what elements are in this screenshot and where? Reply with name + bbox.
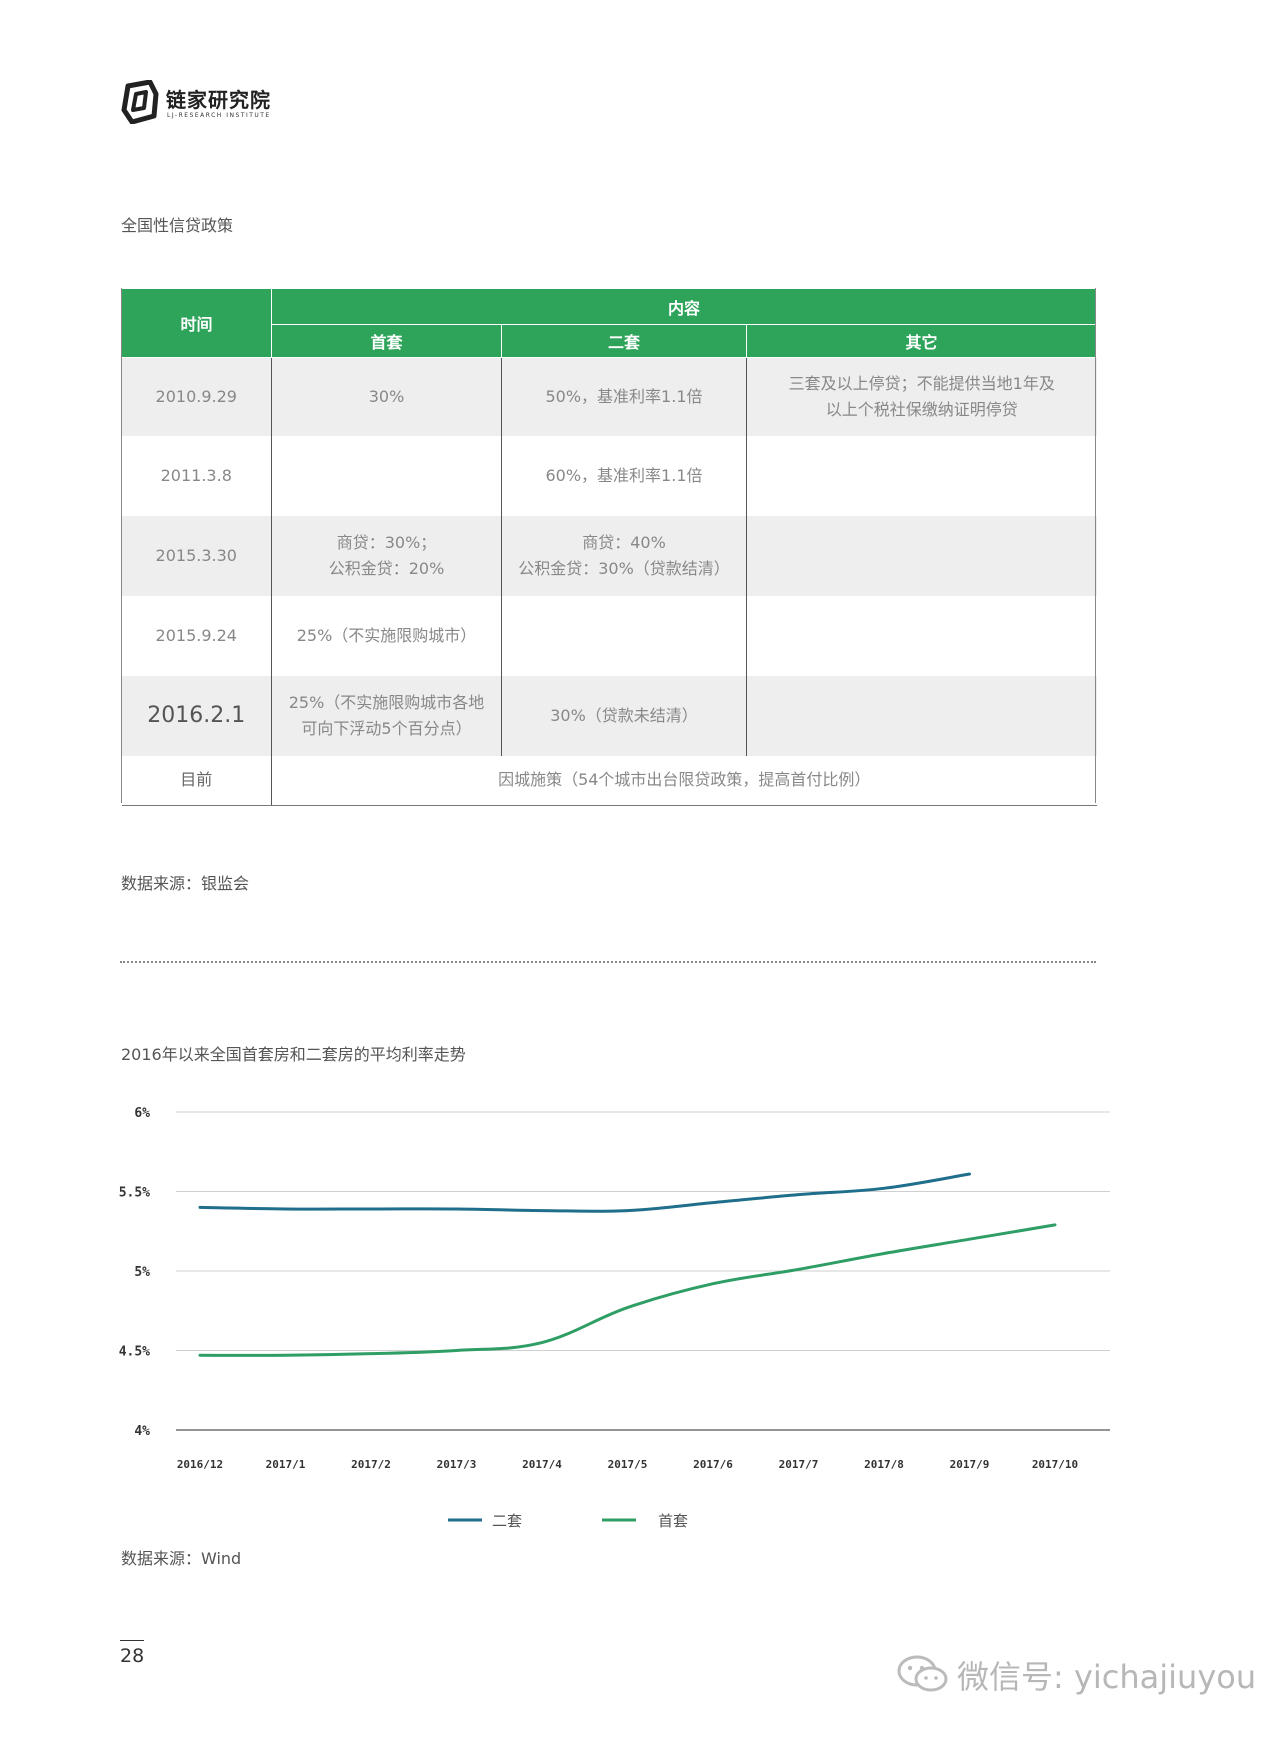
- cell-date-line: 2015.9.24: [155, 625, 237, 645]
- cell-current-policy: 因城施策（54个城市出台限贷政策，提高首付比例）: [270, 755, 1097, 806]
- table-row: 2015.3.30 商贷：30%； 公积金贷：20% 商贷：40% 公积金贷：30%（贷…: [121, 515, 1097, 596]
- cell-other: [745, 435, 1097, 516]
- table-row: 2016.2.1 25%（不实施限购城市各地 可向下浮动5个百分点） 30%（贷款未结…: [121, 675, 1097, 756]
- cell-other: [745, 675, 1097, 756]
- cell-first: 30%: [271, 357, 502, 436]
- logo-subtitle: LJ-RESEARCH INSTITUTE: [167, 112, 271, 119]
- wechat-icon: [897, 1655, 948, 1692]
- cell-date-line: 2011.3.8: [160, 465, 232, 485]
- x-tick-label: 2016/12: [177, 1458, 223, 1471]
- table-border-left: [121, 288, 122, 803]
- cell-second: 60%，基准利率1.1倍: [501, 435, 747, 516]
- cell-current-policy-line: 因城施策（54个城市出台限贷政策，提高首付比例）: [498, 770, 871, 790]
- cell-second: 30%（贷款未结清）: [501, 675, 747, 756]
- cell-date: 2015.3.30: [121, 515, 272, 596]
- legend-label: 首套: [658, 1512, 688, 1530]
- cell-date-line: 2016.2.1: [147, 702, 246, 728]
- cell-second-line: 30%（贷款未结清）: [550, 705, 698, 725]
- x-tick-label: 2017/3: [437, 1458, 477, 1471]
- page-number: 28: [120, 1645, 145, 1667]
- cell-first: 25%（不实施限购城市各地 可向下浮动5个百分点）: [271, 675, 502, 756]
- header-other: 其它: [745, 324, 1098, 358]
- cell-first-line: 商贷：30%；: [336, 532, 437, 552]
- watermark-text: 微信号: yichajiuyou: [957, 1658, 1257, 1696]
- brand-logo: 链家研究院 LJ-RESEARCH INSTITUTE: [120, 78, 320, 128]
- cell-second: 商贷：40% 公积金贷：30%（贷款结清）: [501, 515, 747, 596]
- cell-second-line: 商贷：40%: [582, 532, 666, 552]
- logo-name: 链家研究院: [166, 88, 271, 112]
- cell-first-line: 可向下浮动5个百分点）: [301, 718, 472, 738]
- cell-first-line: 25%（不实施限购城市）: [296, 625, 477, 645]
- cell-date: 2016.2.1: [121, 675, 272, 756]
- page-number-rule: [120, 1640, 144, 1641]
- cell-date-line: 目前: [180, 770, 213, 790]
- y-tick-label: 5%: [134, 1265, 150, 1280]
- cell-date: 2015.9.24: [121, 595, 272, 676]
- section-divider: [120, 961, 1096, 963]
- x-tick-label: 2017/9: [950, 1458, 990, 1471]
- credit-policy-table: 时间 内容 首套 二套 其它 2010.9.29 30% 50%，基准利率1.1倍 三…: [121, 288, 1098, 806]
- cell-second-line: 60%，基准利率1.1倍: [545, 465, 703, 485]
- x-tick-label: 2017/5: [608, 1458, 648, 1471]
- cell-second: 50%，基准利率1.1倍: [501, 357, 747, 436]
- cell-first-line: 25%（不实施限购城市各地: [288, 692, 485, 712]
- x-tick-label: 2017/8: [864, 1458, 904, 1471]
- table-row: 2010.9.29 30% 50%，基准利率1.1倍 三套及以上停贷；不能提供当地1年…: [121, 357, 1097, 436]
- x-tick-label: 2017/6: [693, 1458, 733, 1471]
- header-second: 二套: [501, 324, 747, 358]
- legend-label: 二套: [492, 1512, 522, 1530]
- cell-other: [745, 515, 1097, 596]
- cell-other: [745, 595, 1097, 676]
- table-row: 2011.3.8 60%，基准利率1.1倍: [121, 435, 1097, 516]
- y-tick-label: 4.5%: [119, 1345, 150, 1360]
- cell-date-line: 2010.9.29: [155, 386, 237, 406]
- cell-other-line: 三套及以上停贷；不能提供当地1年及: [788, 373, 1055, 393]
- cell-second-line: 50%，基准利率1.1倍: [545, 386, 703, 406]
- y-tick-label: 4%: [134, 1424, 150, 1439]
- x-tick-label: 2017/10: [1032, 1458, 1078, 1471]
- table-caption: 全国性信贷政策: [121, 216, 234, 235]
- chart-source: 数据来源：Wind: [121, 1549, 242, 1568]
- y-tick-label: 5.5%: [119, 1186, 150, 1201]
- header-time: 时间: [121, 288, 272, 358]
- cell-first: [271, 435, 502, 516]
- rate-trend-chart: 6% 5.5% 5% 4.5% 4% 2016/12 2017/1 2017/2 2017/3 2…: [119, 1106, 1110, 1530]
- x-tick-label: 2017/1: [266, 1458, 306, 1471]
- cell-first-line: 30%: [368, 386, 405, 406]
- header-first: 首套: [271, 324, 502, 358]
- cell-first: 商贷：30%； 公积金贷：20%: [271, 515, 502, 596]
- x-tick-label: 2017/4: [522, 1458, 562, 1471]
- cell-date: 2010.9.29: [121, 357, 272, 436]
- cell-first-line: 公积金贷：20%: [328, 558, 445, 578]
- chart-title: 2016年以来全国首套房和二套房的平均利率走势: [121, 1045, 466, 1064]
- cell-other: 三套及以上停贷；不能提供当地1年及 以上个税社保缴纳证明停贷: [745, 357, 1097, 436]
- cell-date-line: 2015.3.30: [155, 545, 237, 565]
- series-line-first-home: [198, 1223, 1057, 1357]
- cell-other-line: 以上个税社保缴纳证明停贷: [825, 399, 1018, 419]
- logo-mark-icon: [121, 80, 159, 124]
- cell-first: 25%（不实施限购城市）: [271, 595, 502, 676]
- cell-second-line: 公积金贷：30%（贷款结清）: [518, 558, 730, 578]
- table-source: 数据来源：银监会: [121, 874, 250, 893]
- y-tick-label: 6%: [134, 1106, 150, 1121]
- cell-second: [501, 595, 747, 676]
- table-row-current: 目前 因城施策（54个城市出台限贷政策，提高首付比例）: [121, 755, 1097, 806]
- cell-date: 2011.3.8: [121, 435, 272, 516]
- series-line-second-home: [198, 1172, 971, 1213]
- x-tick-label: 2017/7: [779, 1458, 819, 1471]
- table-border-right: [1095, 288, 1096, 803]
- table-row: 2015.9.24 25%（不实施限购城市）: [121, 595, 1097, 676]
- cell-date: 目前: [121, 755, 272, 806]
- x-tick-label: 2017/2: [351, 1458, 391, 1471]
- header-content: 内容: [270, 288, 1098, 325]
